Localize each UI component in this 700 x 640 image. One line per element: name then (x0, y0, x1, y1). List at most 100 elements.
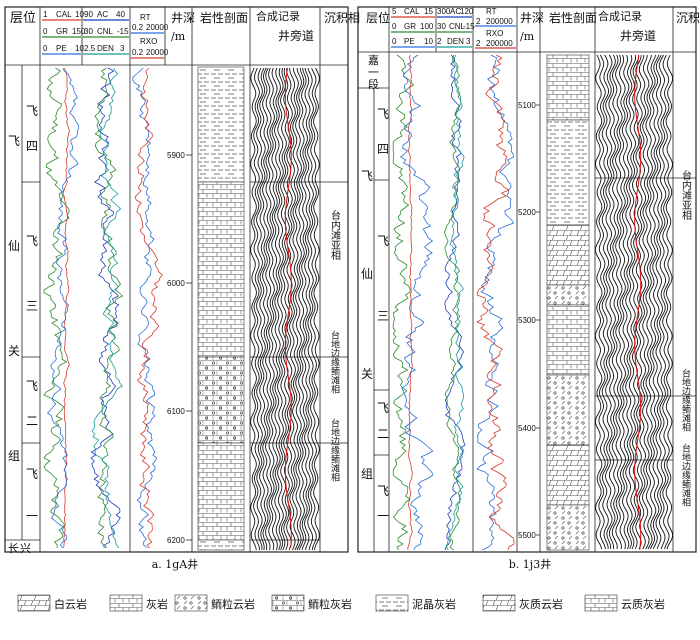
facies-label: 台地边缘鲕滩相 (329, 417, 340, 482)
svg-text:0: 0 (43, 27, 48, 36)
panel-b-frame (357, 6, 697, 553)
svg-text:5: 5 (392, 7, 397, 16)
legend-item-oolitic-dolomite: 鲕粒云岩 (174, 594, 255, 612)
facies-label: 台地边缘鲕滩相 (680, 367, 691, 432)
svg-text:AC: AC (97, 10, 108, 19)
svg-text:0: 0 (392, 37, 397, 46)
svg-text:3: 3 (466, 37, 471, 46)
svg-text:RT: RT (140, 13, 151, 22)
svg-text:灰质云岩: 灰质云岩 (519, 597, 563, 611)
svg-text:2: 2 (476, 17, 481, 26)
svg-text:CNL: CNL (97, 27, 114, 36)
svg-text:DEN: DEN (97, 44, 114, 53)
panel-a-frame (4, 6, 349, 553)
svg-text:-15: -15 (463, 22, 475, 31)
legend-item-micritic-limestone: 泥晶灰岩 (375, 594, 456, 612)
formation-char: 仙 (8, 239, 20, 253)
depth-tick: 6000 (167, 279, 185, 288)
strat-column-b: 嘉 一 段 飞 仙 关 组 飞 四 飞 三 飞 二 飞 一 (358, 53, 389, 552)
member-char: 四 (377, 142, 389, 156)
depth-tick: 5400 (518, 424, 536, 433)
depth-header: 井深 (171, 11, 195, 25)
panel-b-caption: b. 1j3井 (509, 557, 551, 571)
seismic-traces-b (594, 54, 674, 551)
depth-tick: 6100 (167, 407, 185, 416)
member-char: 二 (377, 427, 389, 441)
depth-tick: 5100 (518, 101, 536, 110)
svg-text:10: 10 (424, 37, 433, 46)
svg-text:3: 3 (120, 44, 125, 53)
member-char: 飞 (377, 484, 389, 498)
member-char: 飞 (26, 467, 38, 481)
member-char: 长 (8, 542, 19, 555)
legend-item-dolomitic-limestone: 云质灰岩 (584, 594, 665, 612)
svg-text:90: 90 (84, 10, 93, 19)
member-char: 三 (377, 309, 389, 323)
svg-text:GR: GR (56, 27, 68, 36)
svg-text:40: 40 (116, 10, 125, 19)
member-char: 飞 (26, 104, 38, 118)
formation-char: 仙 (361, 267, 373, 281)
svg-text:300: 300 (437, 7, 451, 16)
formation-char: 组 (361, 467, 373, 481)
svg-text:2.5: 2.5 (84, 44, 96, 53)
panel-b: 层位 井深 /m 岩性剖面 合成记录 井旁道 沉积相 5 CAL 15 0 GR… (357, 6, 700, 571)
curve-header-track3: RT 0.2 20000 RXO 0.2 20000 (131, 13, 169, 59)
svg-text:云质灰岩: 云质灰岩 (621, 597, 665, 611)
svg-text:GR: GR (404, 22, 416, 31)
svg-text:CNL: CNL (449, 22, 466, 31)
curve-header-track2: 90 AC 40 30 CNL -15 2.5 DEN 3 (83, 10, 129, 55)
svg-text:灰岩: 灰岩 (146, 597, 168, 611)
depth-tick: 5900 (167, 151, 185, 160)
formation-char: 飞 (8, 134, 20, 148)
svg-text:2: 2 (437, 37, 442, 46)
svg-text:150: 150 (72, 27, 86, 36)
svg-text:泥晶灰岩: 泥晶灰岩 (412, 597, 456, 611)
svg-text:1: 1 (43, 10, 48, 19)
depth-axis-a: 5900 6000 6100 6200 (167, 151, 192, 545)
svg-text:0: 0 (43, 44, 48, 53)
curve-header-track1: 1 CAL 10 0 GR 150 0 PE 10 (42, 10, 86, 55)
legend-item-dolomite: 白云岩 (17, 594, 87, 612)
svg-text:10: 10 (75, 44, 84, 53)
svg-text:15: 15 (424, 7, 433, 16)
member-char: 一 (377, 509, 389, 523)
member-char: 飞 (26, 234, 38, 248)
facies-label: 台内滩亚相 (680, 169, 692, 220)
svg-text:0.2: 0.2 (132, 23, 144, 32)
facies-column-a: 台内滩亚相 台地边缘鲕滩相 台地边缘鲕滩相 (329, 209, 341, 483)
formation-char: 关 (361, 367, 373, 381)
curve-header-track3-b: RT 2 200000 RXO 2 200000 (475, 7, 516, 49)
depth-tick: 5200 (518, 208, 536, 217)
svg-text:CAL: CAL (56, 10, 72, 19)
layer-header: 层位 (10, 11, 36, 26)
svg-text:200000: 200000 (486, 17, 513, 26)
depth-unit: /m (520, 30, 535, 43)
svg-text:RT: RT (486, 7, 497, 16)
facies-label: 台地边缘鲕滩相 (329, 329, 340, 394)
strat-column-a: 飞 仙 关 组 飞 四 飞 三 飞 二 飞 一 长 兴 组 (5, 65, 40, 555)
lithology-column-b (546, 54, 590, 551)
facies-label: 台内滩亚相 (329, 209, 341, 260)
member-char: 飞 (377, 107, 389, 121)
formation-char: 飞 (361, 169, 373, 183)
facies-header: 沉积相 (324, 11, 360, 25)
svg-text:RXO: RXO (486, 29, 503, 38)
svg-text:鲕粒云岩: 鲕粒云岩 (211, 597, 255, 611)
legend: 白云岩 灰岩 鲕粒云岩 鲕粒灰岩 泥晶灰岩 灰质云岩 云质灰岩 (17, 594, 665, 612)
depth-tick: 5300 (518, 316, 536, 325)
svg-text:鲕粒灰岩: 鲕粒灰岩 (308, 597, 352, 611)
formation-char: 关 (8, 344, 20, 358)
lithology-column-a (197, 66, 245, 551)
legend-item-oolitic-limestone: 鲕粒灰岩 (271, 594, 352, 612)
svg-text:20000: 20000 (146, 23, 169, 32)
lithology-header: 岩性剖面 (549, 10, 597, 25)
depth-axis-b: 5100 5200 5300 5400 5500 (518, 101, 540, 540)
depth-tick: 6200 (167, 536, 185, 545)
svg-text:200000: 200000 (486, 39, 513, 48)
svg-text:PE: PE (56, 44, 67, 53)
member-char: 飞 (377, 234, 389, 248)
facies-header: 沉积相 (676, 11, 700, 25)
legend-item-limestone: 灰岩 (109, 594, 168, 612)
